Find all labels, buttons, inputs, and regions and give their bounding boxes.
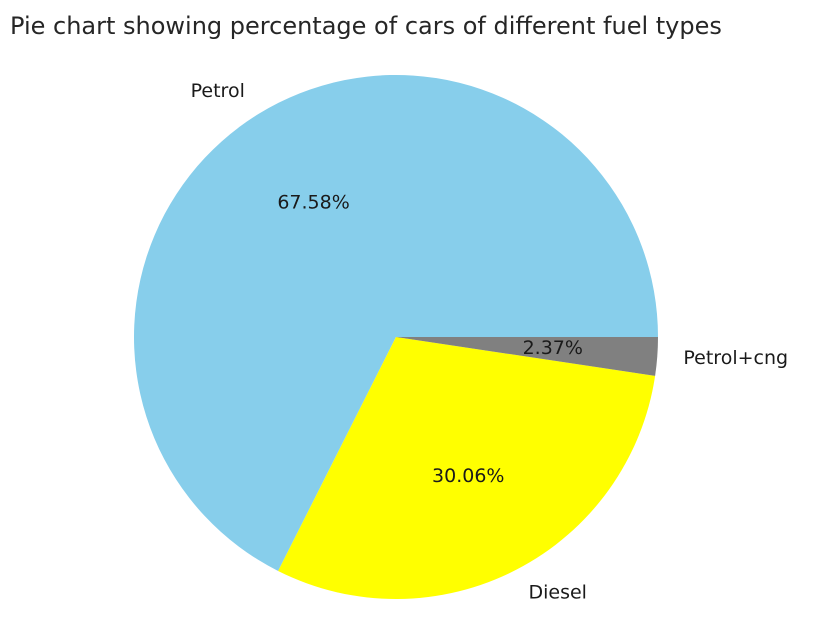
chart-title: Pie chart showing percentage of cars of … <box>10 12 722 40</box>
pie-slice-petrol <box>133 75 659 571</box>
pie-slice-petrol-cng <box>396 337 658 376</box>
pct-label-petrol-cng: 2.37% <box>523 337 583 359</box>
pie-slice-diesel <box>278 337 656 599</box>
slice-label-diesel: Diesel <box>528 581 586 603</box>
pct-label-diesel: 30.06% <box>432 465 504 487</box>
slice-label-petrol: Petrol <box>191 80 245 102</box>
pct-label-petrol: 67.58% <box>277 192 349 214</box>
slice-label-petrol-cng: Petrol+cng <box>683 347 788 369</box>
pie-slices <box>133 75 659 599</box>
pie-labels: Petrol 67.58% Diesel 30.06% Petrol+cng 2.37% <box>191 80 788 603</box>
